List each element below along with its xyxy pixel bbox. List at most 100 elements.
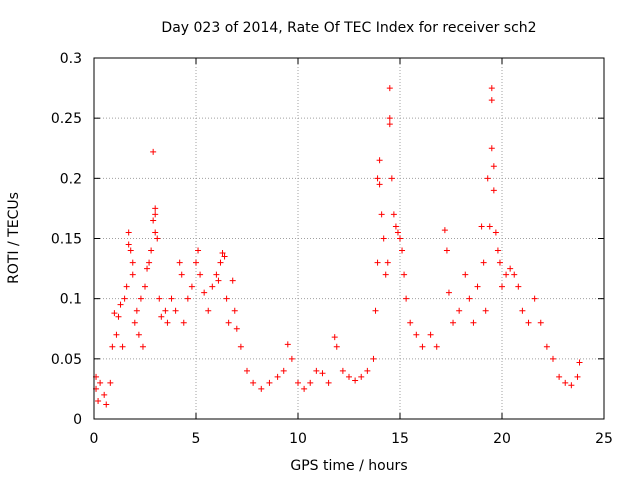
y-tick-label: 0 [73, 412, 82, 428]
data-point [97, 379, 104, 386]
data-point [443, 247, 450, 254]
data-point [101, 391, 108, 398]
data-point [205, 307, 212, 314]
data-point [307, 379, 314, 386]
data-point [352, 377, 359, 384]
data-point [331, 334, 338, 341]
data-point [172, 307, 179, 314]
data-point [450, 319, 457, 326]
data-point [109, 343, 116, 350]
data-point [486, 223, 493, 230]
x-tick-label: 15 [391, 431, 409, 447]
data-point [95, 397, 102, 404]
data-point [494, 247, 501, 254]
data-point [150, 217, 157, 224]
data-point [111, 310, 118, 317]
data-point [215, 277, 222, 284]
data-point [441, 227, 448, 234]
data-point [511, 271, 518, 278]
data-point [223, 295, 230, 302]
data-point [162, 307, 169, 314]
data-point [374, 259, 381, 266]
x-tick-label: 25 [595, 431, 613, 447]
data-point [568, 382, 575, 389]
data-point [131, 319, 138, 326]
data-point [229, 277, 236, 284]
data-point [531, 295, 538, 302]
y-tick-label: 0.25 [51, 111, 82, 127]
data-point [107, 379, 114, 386]
data-point [370, 355, 377, 362]
data-point [137, 295, 144, 302]
data-point [382, 271, 389, 278]
data-point [176, 259, 183, 266]
data-point [550, 355, 556, 362]
axis-ticks [93, 57, 605, 420]
data-point [148, 247, 155, 254]
data-point [113, 331, 120, 338]
data-point [462, 271, 469, 278]
data-point [490, 163, 497, 170]
data-point [125, 229, 132, 236]
data-point [219, 249, 226, 256]
chart-title: Day 023 of 2014, Rate Of TEC Index for r… [161, 20, 536, 36]
data-point [397, 235, 403, 242]
y-tick-label: 0.05 [51, 352, 82, 368]
data-point [142, 283, 148, 290]
data-point [399, 247, 406, 254]
data-point [386, 85, 393, 92]
y-tick-label: 0.2 [60, 171, 82, 187]
data-point [388, 175, 395, 182]
data-point [121, 295, 128, 302]
data-point [164, 319, 171, 326]
data-point [333, 343, 340, 350]
data-point [346, 373, 352, 380]
data-point [250, 379, 257, 386]
data-point [133, 307, 140, 314]
data-point [201, 289, 208, 296]
data-point [390, 211, 397, 218]
data-point [209, 283, 216, 290]
data-point [480, 259, 487, 266]
data-point [380, 235, 387, 242]
data-point [401, 271, 408, 278]
data-point [266, 379, 273, 386]
data-point [231, 307, 238, 314]
data-point [403, 295, 410, 302]
data-point [574, 373, 581, 380]
data-point [374, 175, 381, 182]
data-point [386, 121, 393, 128]
data-point [339, 367, 346, 374]
data-point [135, 331, 142, 338]
y-tick-label: 0.3 [60, 51, 82, 67]
data-point [213, 271, 220, 278]
data-points [93, 85, 583, 408]
data-point [492, 229, 499, 236]
data-point [478, 223, 485, 230]
data-point [237, 343, 244, 350]
data-point [490, 187, 497, 194]
data-point [525, 319, 532, 326]
data-point [117, 301, 124, 308]
data-point [225, 319, 232, 326]
x-axis-label: GPS time / hours [290, 458, 407, 474]
data-point [103, 401, 110, 408]
data-point [221, 253, 228, 260]
data-point [152, 205, 159, 212]
data-point [384, 259, 391, 266]
data-point [150, 148, 157, 155]
data-point [197, 271, 204, 278]
y-tick-label: 0.1 [60, 292, 82, 308]
data-point [325, 379, 332, 386]
data-point [488, 85, 495, 92]
data-point [482, 307, 489, 314]
data-point [217, 259, 224, 266]
data-point [146, 259, 153, 266]
data-point [503, 271, 510, 278]
x-tick-label: 0 [90, 431, 99, 447]
data-point [195, 247, 202, 254]
data-point [470, 319, 477, 326]
data-point [543, 343, 550, 350]
data-point [407, 319, 414, 326]
x-tick-label: 5 [192, 431, 201, 447]
